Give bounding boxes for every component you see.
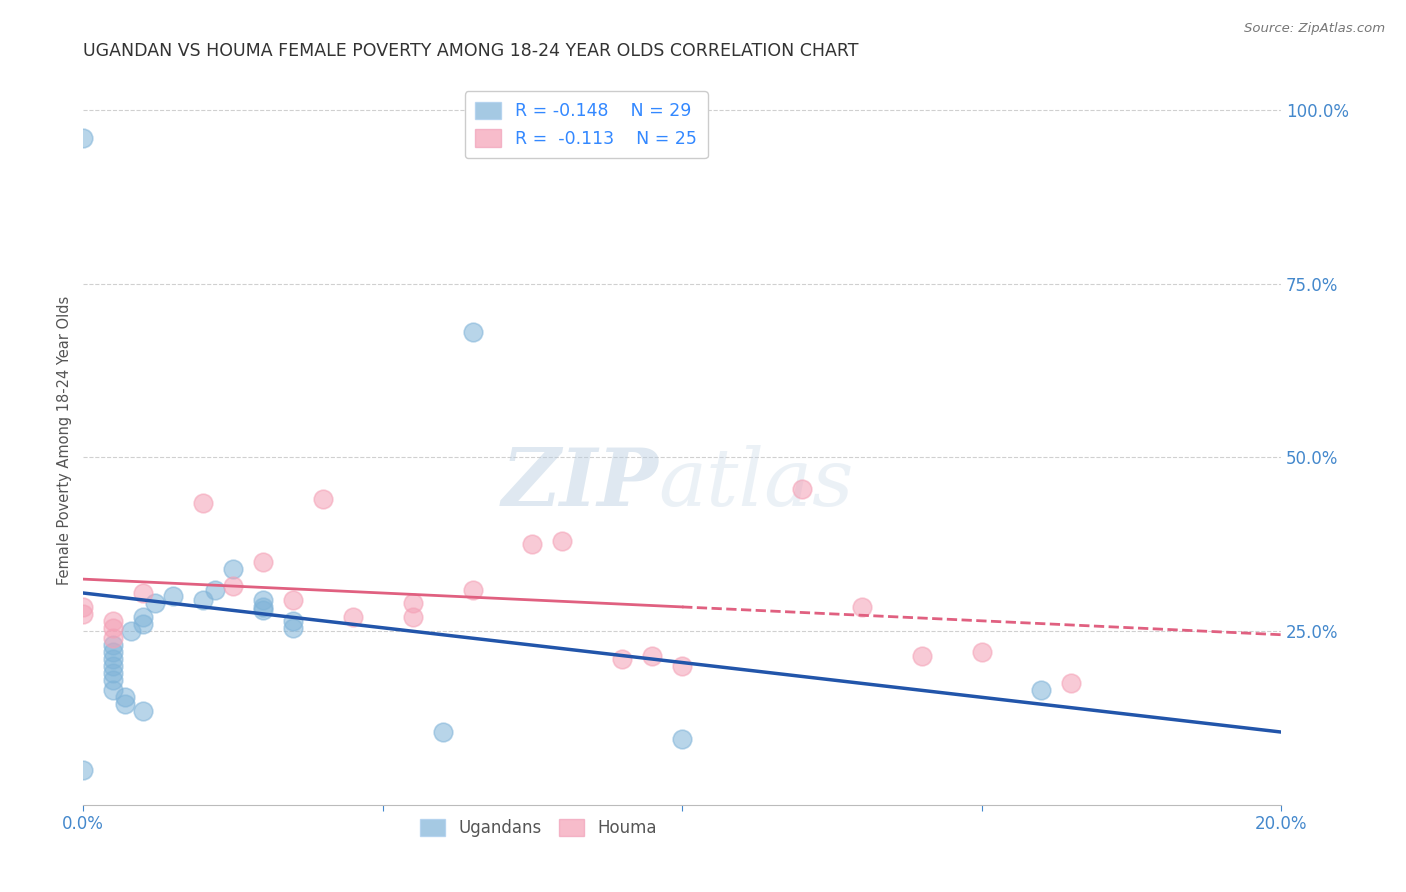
Point <box>132 610 155 624</box>
Point <box>120 624 142 639</box>
Point <box>132 704 155 718</box>
Point <box>103 652 125 666</box>
Point <box>222 579 245 593</box>
Point <box>522 537 544 551</box>
Point <box>461 326 484 340</box>
Point <box>970 645 993 659</box>
Point <box>103 659 125 673</box>
Point <box>461 582 484 597</box>
Point <box>72 607 94 621</box>
Point <box>143 597 166 611</box>
Point <box>204 582 226 597</box>
Point <box>114 697 136 711</box>
Point <box>191 593 214 607</box>
Text: Source: ZipAtlas.com: Source: ZipAtlas.com <box>1244 22 1385 36</box>
Point <box>132 617 155 632</box>
Text: ZIP: ZIP <box>502 445 658 523</box>
Point <box>1031 683 1053 698</box>
Point <box>432 725 454 739</box>
Point <box>103 673 125 687</box>
Point <box>191 496 214 510</box>
Point <box>103 665 125 680</box>
Point <box>252 603 274 617</box>
Point <box>641 648 664 663</box>
Point <box>1060 676 1083 690</box>
Point <box>281 614 304 628</box>
Point <box>103 614 125 628</box>
Point <box>162 590 184 604</box>
Point <box>911 648 934 663</box>
Point <box>114 690 136 705</box>
Point <box>252 599 274 614</box>
Point <box>790 482 813 496</box>
Point <box>72 599 94 614</box>
Point <box>103 638 125 652</box>
Text: UGANDAN VS HOUMA FEMALE POVERTY AMONG 18-24 YEAR OLDS CORRELATION CHART: UGANDAN VS HOUMA FEMALE POVERTY AMONG 18… <box>83 42 859 60</box>
Point <box>551 533 574 548</box>
Point <box>671 659 693 673</box>
Point <box>612 652 634 666</box>
Point <box>103 683 125 698</box>
Point <box>103 645 125 659</box>
Legend: Ugandans, Houma: Ugandans, Houma <box>413 813 664 844</box>
Point <box>72 130 94 145</box>
Point <box>671 731 693 746</box>
Point <box>103 631 125 645</box>
Point <box>252 555 274 569</box>
Point <box>252 593 274 607</box>
Point <box>222 562 245 576</box>
Point <box>281 593 304 607</box>
Point <box>342 610 364 624</box>
Point <box>851 599 873 614</box>
Point <box>72 764 94 778</box>
Text: atlas: atlas <box>658 445 853 523</box>
Point <box>103 621 125 635</box>
Point <box>312 492 335 507</box>
Point <box>132 586 155 600</box>
Point <box>401 597 423 611</box>
Y-axis label: Female Poverty Among 18-24 Year Olds: Female Poverty Among 18-24 Year Olds <box>58 295 72 585</box>
Point <box>401 610 423 624</box>
Point <box>281 621 304 635</box>
